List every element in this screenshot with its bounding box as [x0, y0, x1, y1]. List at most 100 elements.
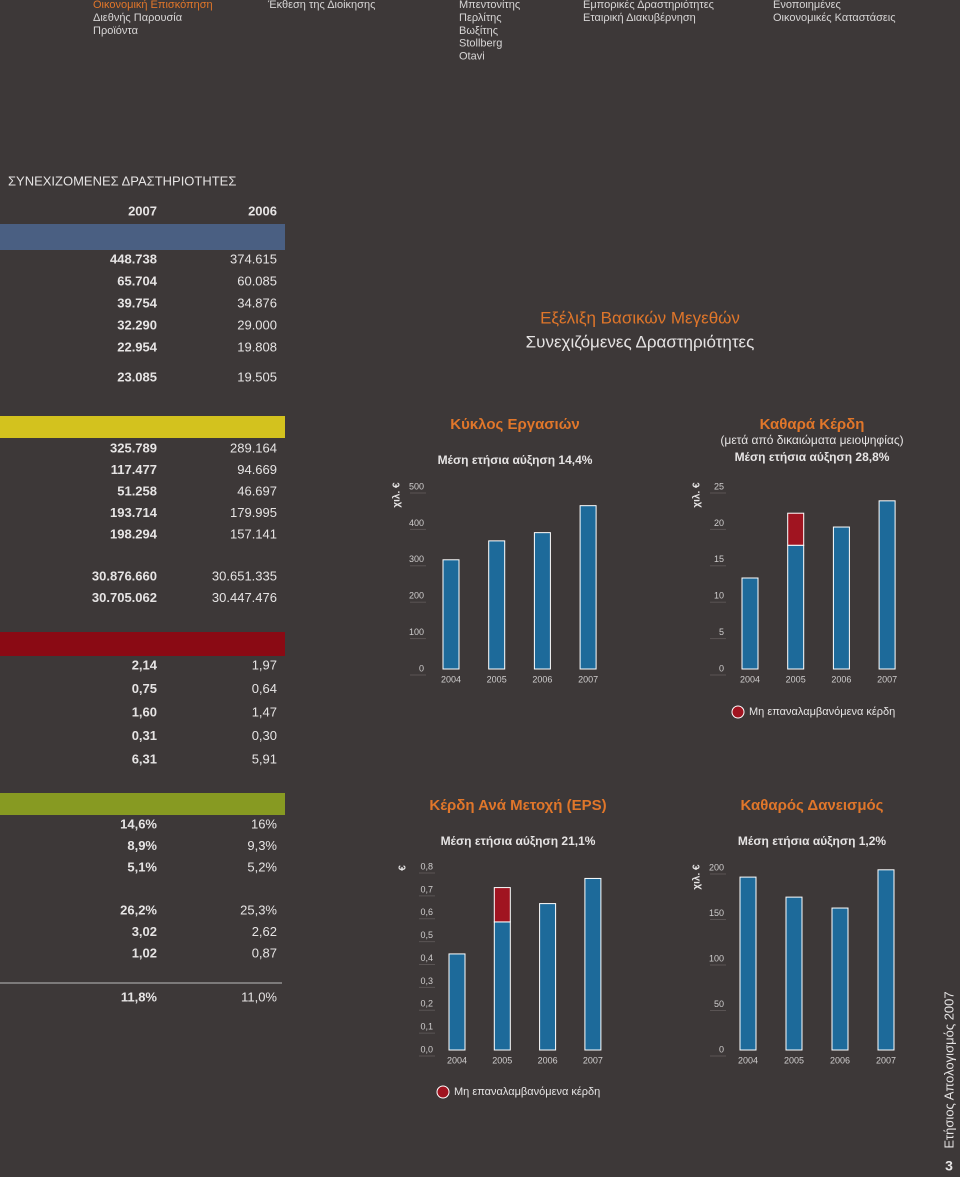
nav-link[interactable]: Προϊόντα	[93, 25, 139, 37]
cell: 0,75	[132, 681, 157, 696]
y-tick-label: 0	[419, 663, 424, 673]
nav-link[interactable]: Βωξίτης	[459, 25, 498, 37]
bar	[579, 505, 597, 670]
bar	[787, 512, 805, 546]
y-tick-label: 0,1	[420, 1022, 433, 1032]
cell: 39.754	[117, 295, 158, 310]
bar	[741, 577, 759, 670]
cell: 6,31	[132, 751, 157, 766]
nav-link[interactable]: Εταιρική Διακυβέρνηση	[583, 12, 696, 24]
chart-subtitle: Μέση ετήσια αύξηση 28,8%	[735, 450, 890, 464]
cell: 0,64	[252, 681, 277, 696]
cell: 30.876.660	[92, 568, 157, 583]
cell: 5,2%	[247, 859, 277, 874]
x-tick-label: 2007	[876, 1055, 896, 1065]
x-tick-label: 2006	[538, 1055, 558, 1065]
y-tick-label: 20	[714, 518, 724, 528]
nav-link[interactable]: Ενοποιημένες	[773, 0, 841, 11]
y-tick-label: 0,5	[420, 930, 433, 940]
nav-link[interactable]: Οικονομικές Καταστάσεις	[773, 12, 896, 24]
cell: 179.995	[230, 505, 277, 520]
y-tick-label: 150	[709, 908, 724, 918]
cell: 193.714	[110, 505, 158, 520]
x-tick-label: 2007	[583, 1055, 603, 1065]
group-band	[0, 416, 285, 438]
cell: 19.808	[237, 339, 277, 354]
cell: 65.704	[117, 273, 158, 288]
legend-label: Μη επαναλαμβανόμενα κέρδη	[749, 706, 895, 718]
nav-link[interactable]: Περλίτης	[459, 12, 502, 24]
cell: 117.477	[111, 462, 157, 477]
nav-link[interactable]: Οικονομική Επισκόπηση	[93, 0, 213, 11]
cell: 26,2%	[120, 902, 157, 917]
cell: 23.085	[117, 369, 157, 384]
cell: 1,60	[132, 704, 157, 719]
bar	[787, 544, 805, 670]
y-tick-label: 5	[719, 627, 724, 637]
y-tick-label: 200	[409, 591, 424, 601]
x-tick-label: 2005	[487, 674, 507, 684]
chart-title: Καθαρά Κέρδη	[760, 416, 865, 433]
cell: 94.669	[237, 462, 277, 477]
cell: 22.954	[117, 339, 158, 354]
cell: 30.705.062	[92, 590, 157, 605]
cell: 46.697	[237, 483, 277, 498]
bar	[442, 559, 460, 670]
group-band	[0, 224, 285, 250]
y-axis-label: €	[398, 865, 409, 871]
nav-link[interactable]: Stollberg	[459, 38, 502, 50]
chart-subtitle: (μετά από δικαιώματα μειοψηφίας)	[720, 433, 903, 447]
page-number: 3	[945, 1158, 953, 1174]
cell: 0,87	[252, 945, 277, 960]
y-tick-label: 0,2	[420, 999, 433, 1009]
x-tick-label: 2007	[877, 674, 897, 684]
y-tick-label: 0,8	[420, 861, 433, 871]
cell: 3,02	[132, 924, 157, 939]
bar	[831, 907, 849, 1051]
y-tick-label: 300	[409, 554, 424, 564]
y-tick-label: 10	[714, 591, 724, 601]
chart-subtitle: Μέση ετήσια αύξηση 21,1%	[441, 834, 596, 848]
section-subtitle: Συνεχιζόμενες Δραστηριότητες	[526, 332, 755, 351]
cell: 14,6%	[120, 816, 157, 831]
cell: 34.876	[237, 295, 277, 310]
cell: 8,9%	[127, 838, 157, 853]
x-tick-label: 2005	[786, 674, 806, 684]
section-title: Εξέλιξη Βασικών Μεγεθών	[540, 308, 740, 327]
legend-swatch	[436, 1085, 450, 1099]
y-tick-label: 0,7	[420, 884, 433, 894]
cell: 448.738	[110, 251, 157, 266]
nav-link[interactable]: Διεθνής Παρουσία	[93, 12, 183, 24]
bar	[493, 921, 511, 1051]
x-tick-label: 2004	[738, 1055, 758, 1065]
nav-link[interactable]: Εμπορικές Δραστηριότητες	[583, 0, 714, 11]
y-tick-label: 0,6	[420, 907, 433, 917]
bar	[785, 896, 803, 1051]
nav-link[interactable]: Έκθεση της Διοίκησης	[267, 0, 375, 11]
nav-link[interactable]: Otavi	[459, 50, 485, 62]
cell: 198.294	[110, 526, 158, 541]
bar	[739, 876, 757, 1051]
cell: 374.615	[230, 251, 277, 266]
y-tick-label: 200	[709, 862, 724, 872]
cell: 32.290	[117, 317, 157, 332]
column-header: 2007	[128, 203, 157, 218]
nav-link[interactable]: Μπεντονίτης	[459, 0, 520, 11]
x-tick-label: 2006	[831, 674, 851, 684]
cell: 30.447.476	[212, 590, 277, 605]
chart-subtitle: Μέση ετήσια αύξηση 14,4%	[438, 453, 593, 467]
cell: 0,30	[252, 728, 277, 743]
chart-subtitle: Μέση ετήσια αύξηση 1,2%	[738, 834, 887, 848]
cell: 0,31	[132, 728, 157, 743]
cell: 1,02	[132, 945, 157, 960]
y-tick-label: 0,3	[420, 976, 433, 986]
cell: 2,14	[132, 657, 158, 672]
cell: 16%	[251, 816, 277, 831]
bar	[493, 887, 511, 923]
cell: 30.651.335	[212, 568, 277, 583]
cell: 2,62	[252, 924, 277, 939]
cell: 325.789	[110, 440, 157, 455]
cell: 19.505	[237, 369, 277, 384]
x-tick-label: 2005	[492, 1055, 512, 1065]
